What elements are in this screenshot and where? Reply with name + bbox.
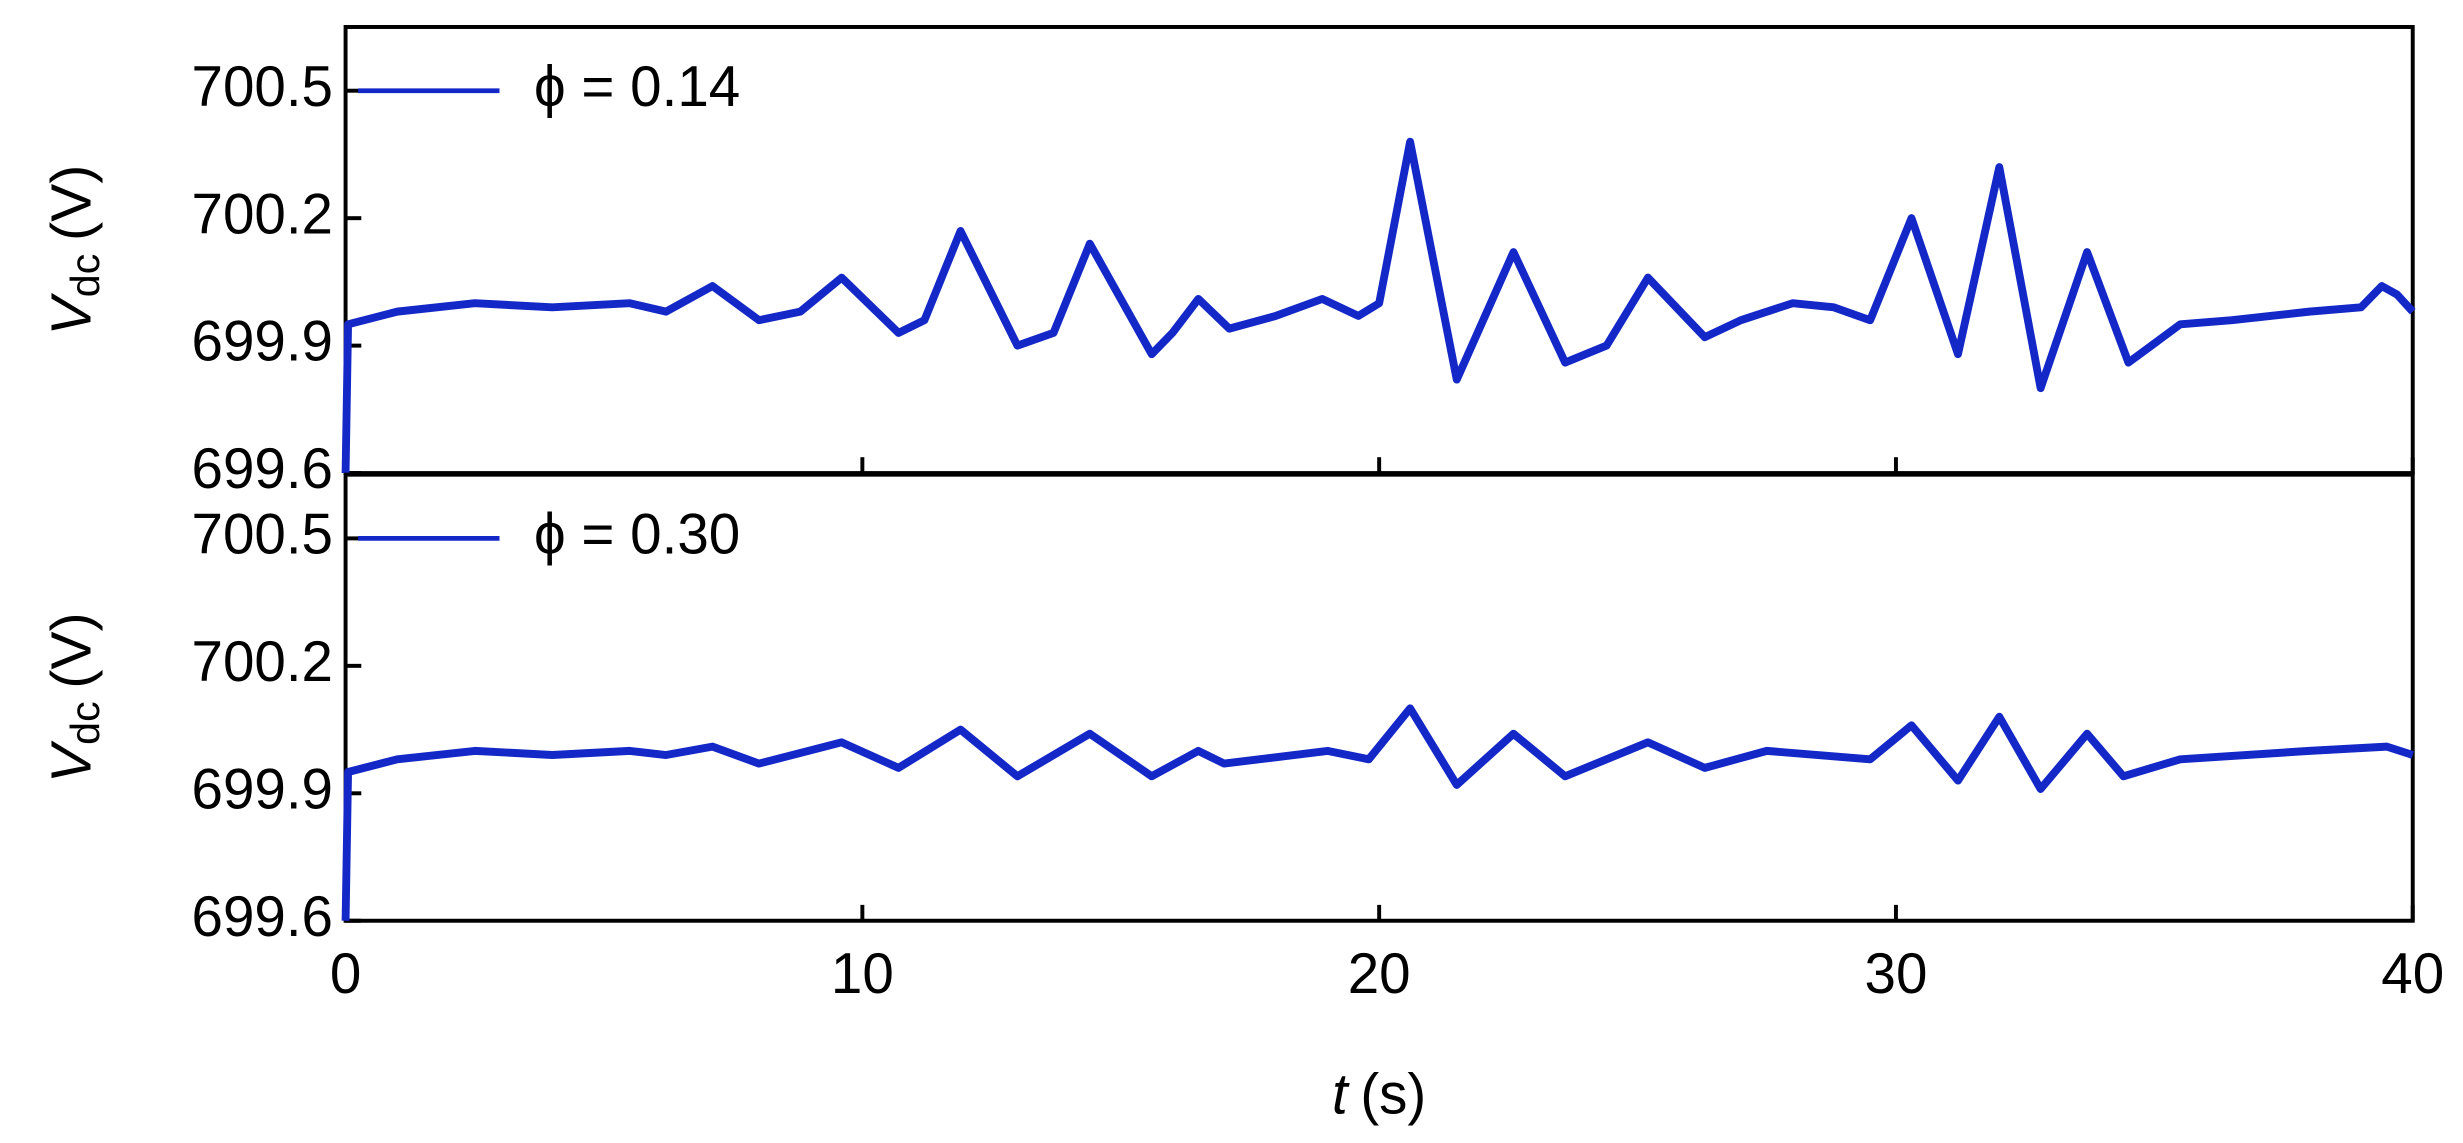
y-tick-label: 699.6 — [192, 438, 333, 501]
y-label-subscript: dc — [62, 701, 108, 745]
y-tick-label: 700.5 — [192, 56, 333, 119]
y-label-subscript: dc — [62, 254, 108, 298]
x-tick-label: 30 — [1864, 943, 1927, 1006]
x-label-symbol: t — [1332, 1063, 1350, 1126]
x-tick-label: 20 — [1348, 943, 1411, 1006]
y-tick-label: 699.9 — [192, 758, 333, 821]
data-line — [341, 704, 2414, 921]
data-line — [341, 137, 2416, 474]
x-tick-label: 40 — [2381, 943, 2444, 1006]
y-label-unit: (V) — [41, 165, 104, 241]
legend-label: ϕ = 0.30 — [534, 503, 740, 566]
y-axis-label: Vdc (V) — [41, 165, 108, 336]
legend-label: ϕ = 0.14 — [534, 56, 740, 119]
y-tick-label: 700.2 — [192, 183, 333, 246]
y-tick-label: 699.9 — [192, 310, 333, 373]
y-tick-label: 700.5 — [192, 503, 333, 566]
x-tick-label: 10 — [831, 943, 894, 1006]
x-tick-label: 0 — [330, 943, 361, 1006]
y-axis-label: Vdc (V) — [41, 612, 108, 783]
y-label-unit: (V) — [41, 612, 104, 688]
y-label-symbol: V — [41, 740, 104, 783]
y-tick-label: 700.2 — [192, 631, 333, 694]
y-label-symbol: V — [41, 292, 104, 335]
x-label-unit: (s) — [1360, 1063, 1426, 1126]
x-axis-label: t (s) — [1332, 1063, 1426, 1126]
y-tick-label: 699.6 — [192, 886, 333, 949]
